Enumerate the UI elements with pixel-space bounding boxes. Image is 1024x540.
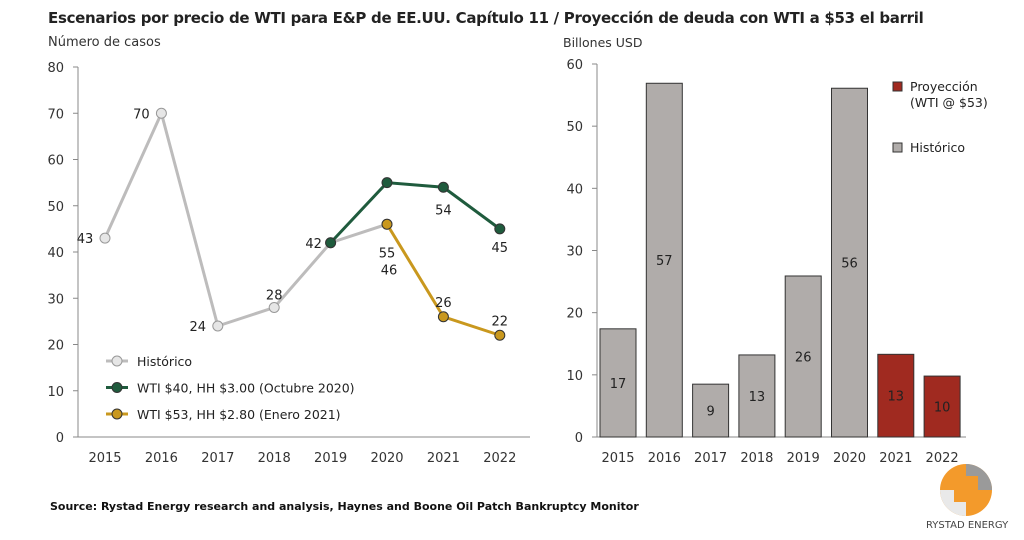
y-tick-label: 30 (566, 245, 583, 260)
data-point (437, 181, 449, 193)
legend-marker (111, 355, 123, 367)
chart-title: Escenarios por precio de WTI para E&P de… (48, 9, 924, 27)
legend-swatch (892, 142, 903, 153)
y-tick-label: 30 (47, 292, 64, 307)
y-tick-label: 10 (47, 385, 64, 400)
y-tick-label: 10 (566, 369, 583, 384)
x-tick-label: 2018 (740, 451, 773, 466)
y-tick-label: 80 (47, 61, 64, 76)
x-tick-label: 2018 (258, 451, 291, 466)
data-point (212, 320, 224, 332)
x-tick-label: 2015 (88, 451, 121, 466)
logo-text: RYSTAD ENERGY (926, 520, 1009, 531)
data-point (494, 223, 506, 235)
legend-label: Proyección (910, 79, 978, 94)
y-tick-label: 20 (566, 307, 583, 322)
x-tick-label: 2019 (787, 451, 820, 466)
y-tick-label: 50 (566, 120, 583, 135)
data-label: 42 (305, 237, 322, 252)
bar-label: 56 (841, 257, 858, 272)
y-tick-label: 40 (566, 182, 583, 197)
legend-label: WTI $53, HH $2.80 (Enero 2021) (137, 407, 341, 422)
bar-2021 (877, 353, 915, 438)
legend-label: WTI $40, HH $3.00 (Octubre 2020) (137, 381, 355, 396)
legend-marker (111, 382, 123, 393)
x-tick-label: 2021 (427, 451, 460, 466)
data-label: 54 (435, 203, 452, 218)
bar-label: 13 (749, 390, 766, 405)
x-tick-label: 2020 (833, 451, 866, 466)
source-note: Source: Rystad Energy research and analy… (50, 500, 639, 513)
data-label: 70 (133, 107, 150, 122)
logo-segment (966, 464, 992, 490)
bar-2019 (784, 275, 822, 438)
bar-label: 26 (795, 350, 812, 365)
data-point (155, 107, 167, 119)
legend-label: Histórico (137, 354, 192, 369)
bar-label: 10 (934, 401, 951, 416)
data-point (437, 311, 449, 323)
left-y-axis-label: Número de casos (48, 35, 161, 50)
data-label: 46 (381, 263, 398, 278)
y-tick-label: 40 (47, 246, 64, 261)
bar-label: 57 (656, 254, 673, 269)
data-label: 55 (379, 247, 396, 262)
series-line-0 (103, 108, 388, 328)
legend-label: Histórico (910, 140, 965, 155)
logo-segment (940, 490, 966, 516)
bar-2015 (599, 328, 637, 438)
y-tick-label: 70 (47, 107, 64, 122)
legend-swatch (892, 81, 903, 92)
data-point (381, 177, 393, 189)
bar-label: 13 (888, 390, 905, 405)
series-line-1 (329, 181, 501, 244)
legend-marker (111, 408, 123, 420)
y-tick-label: 60 (566, 58, 583, 73)
data-point (381, 218, 393, 230)
y-tick-label: 60 (47, 154, 64, 169)
x-tick-label: 2020 (370, 451, 403, 466)
bar-2020 (831, 87, 868, 438)
x-tick-label: 2017 (201, 451, 234, 466)
data-label: 45 (492, 241, 509, 256)
x-tick-label: 2021 (879, 451, 912, 466)
x-tick-label: 2016 (145, 451, 178, 466)
data-label: 43 (77, 232, 94, 247)
y-tick-label: 50 (47, 200, 64, 215)
y-tick-label: 0 (575, 431, 583, 446)
bar-2022 (923, 375, 961, 438)
x-tick-label: 2017 (694, 451, 727, 466)
data-label: 28 (266, 289, 283, 304)
data-point (268, 302, 280, 313)
y-tick-label: 0 (56, 431, 64, 446)
x-tick-label: 2022 (926, 451, 959, 466)
data-label: 22 (492, 314, 509, 329)
x-tick-label: 2022 (483, 451, 516, 466)
bar-2018 (738, 354, 776, 438)
x-tick-label: 2019 (314, 451, 347, 466)
x-tick-label: 2016 (648, 451, 681, 466)
bar-2017 (692, 383, 730, 438)
data-label: 26 (435, 296, 452, 311)
y-tick-label: 20 (47, 339, 64, 354)
bar-2016 (645, 82, 683, 438)
data-point (99, 232, 111, 244)
x-tick-label: 2015 (601, 451, 634, 466)
data-point (325, 237, 337, 249)
data-point (494, 329, 506, 341)
right-y-axis-label: Billones USD (563, 35, 643, 50)
legend-label: (WTI @ $53) (910, 95, 988, 110)
bar-label: 9 (706, 405, 714, 420)
data-label: 24 (190, 320, 207, 335)
bar-label: 17 (610, 377, 627, 392)
